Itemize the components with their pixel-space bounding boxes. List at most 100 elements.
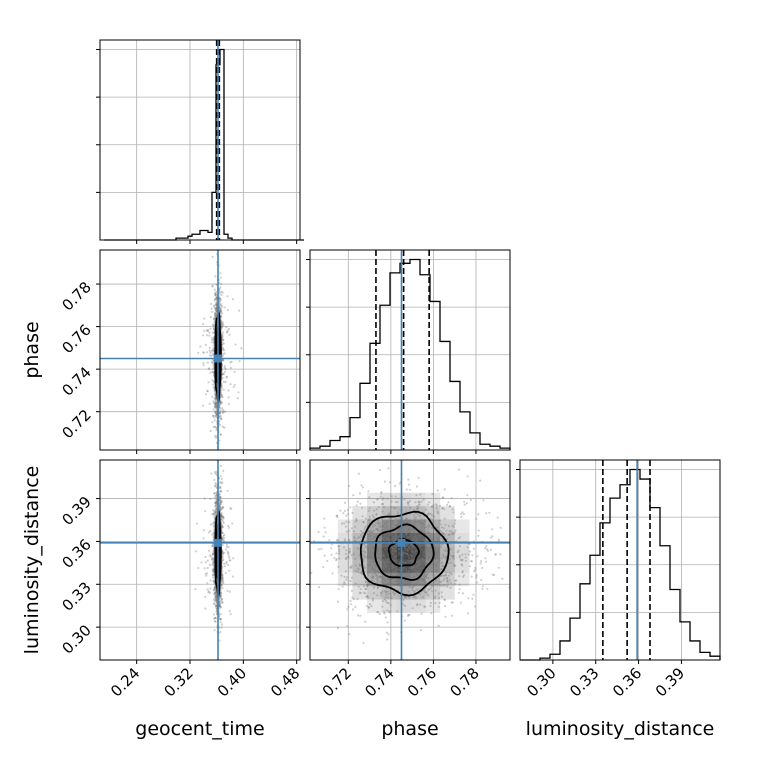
contour-line [214,511,222,598]
sample-point [381,564,384,567]
sample-point [220,584,223,587]
sample-point [370,555,373,558]
sample-point [372,516,376,519]
sample-point [212,573,215,576]
sample-point [354,539,357,542]
sample-point [221,524,224,527]
sample-point [212,552,215,555]
sample-point [398,482,401,485]
sample-point [212,568,215,571]
sample-point [437,511,440,515]
sample-point [219,595,222,598]
sample-point [488,511,491,514]
sample-point [382,546,385,549]
sample-point [218,595,221,598]
sample-point [364,581,368,584]
sample-point [432,515,435,518]
sample-point [345,578,348,581]
sample-point [227,524,230,528]
sample-point [220,482,223,485]
sample-point [214,617,217,620]
sample-point [420,548,423,551]
sample-point [221,549,224,552]
sample-point [220,321,223,324]
density-cell [367,586,382,600]
sample-point [364,556,367,559]
sample-point [402,551,405,555]
sample-point [222,373,225,376]
sample-point [411,555,414,558]
sample-point [222,580,225,583]
sample-point [435,579,438,582]
sample-point [418,567,422,570]
sample-point [352,598,355,601]
sample-point [209,497,212,500]
sample-point [454,529,457,532]
sample-point [446,577,449,580]
sample-point [393,531,396,534]
sample-point [387,592,390,596]
sample-point [398,547,401,550]
sample-point [441,507,444,510]
sample-point [496,516,499,519]
sample-point [349,566,352,569]
sample-point [223,565,226,568]
sample-point [367,606,370,609]
sample-point [443,605,446,608]
sample-point [373,509,376,512]
sample-point [409,506,412,509]
sample-point [223,306,226,309]
sample-point [396,536,399,539]
sample-point [451,524,454,527]
sample-point [389,604,392,607]
sample-point [464,559,467,562]
sample-point [231,522,234,525]
sample-point [384,527,387,530]
sample-point [390,500,393,503]
sample-point [396,568,400,571]
sample-point [218,307,221,310]
sample-point [409,576,412,579]
sample-point [219,630,222,634]
sample-point [411,538,414,541]
sample-point [221,579,224,582]
sample-point [221,577,224,580]
sample-point [220,514,223,517]
y-tick-label: 0.30 [58,621,94,657]
sample-point [220,579,224,582]
sample-point [220,402,223,405]
sample-point [404,580,407,583]
sample-point [423,530,426,533]
sample-point [219,310,222,313]
sample-point [227,389,230,392]
sample-point [440,543,443,546]
sample-point [213,580,216,583]
sample-point [219,409,222,412]
sample-point [389,571,392,574]
sample-point [210,337,213,340]
sample-point [211,323,214,326]
sample-point [401,553,405,557]
sample-point [418,546,421,549]
sample-point [422,558,425,561]
sample-point [446,583,449,586]
sample-point [213,405,216,408]
y-tick-label: 0.72 [58,406,94,442]
sample-point [214,511,217,514]
sample-point [391,523,394,526]
sample-point [213,512,216,515]
sample-point [413,595,416,598]
sample-point [220,478,223,481]
sample-point [197,351,200,354]
sample-point [416,504,419,508]
sample-point [430,612,433,615]
sample-point [378,468,382,472]
sample-point [396,571,399,574]
sample-point [388,610,391,613]
density-cell [396,586,411,600]
sample-point [366,556,370,559]
sample-point [350,554,353,557]
sample-point [219,506,222,509]
sample-point [228,526,231,529]
sample-point [427,524,430,527]
